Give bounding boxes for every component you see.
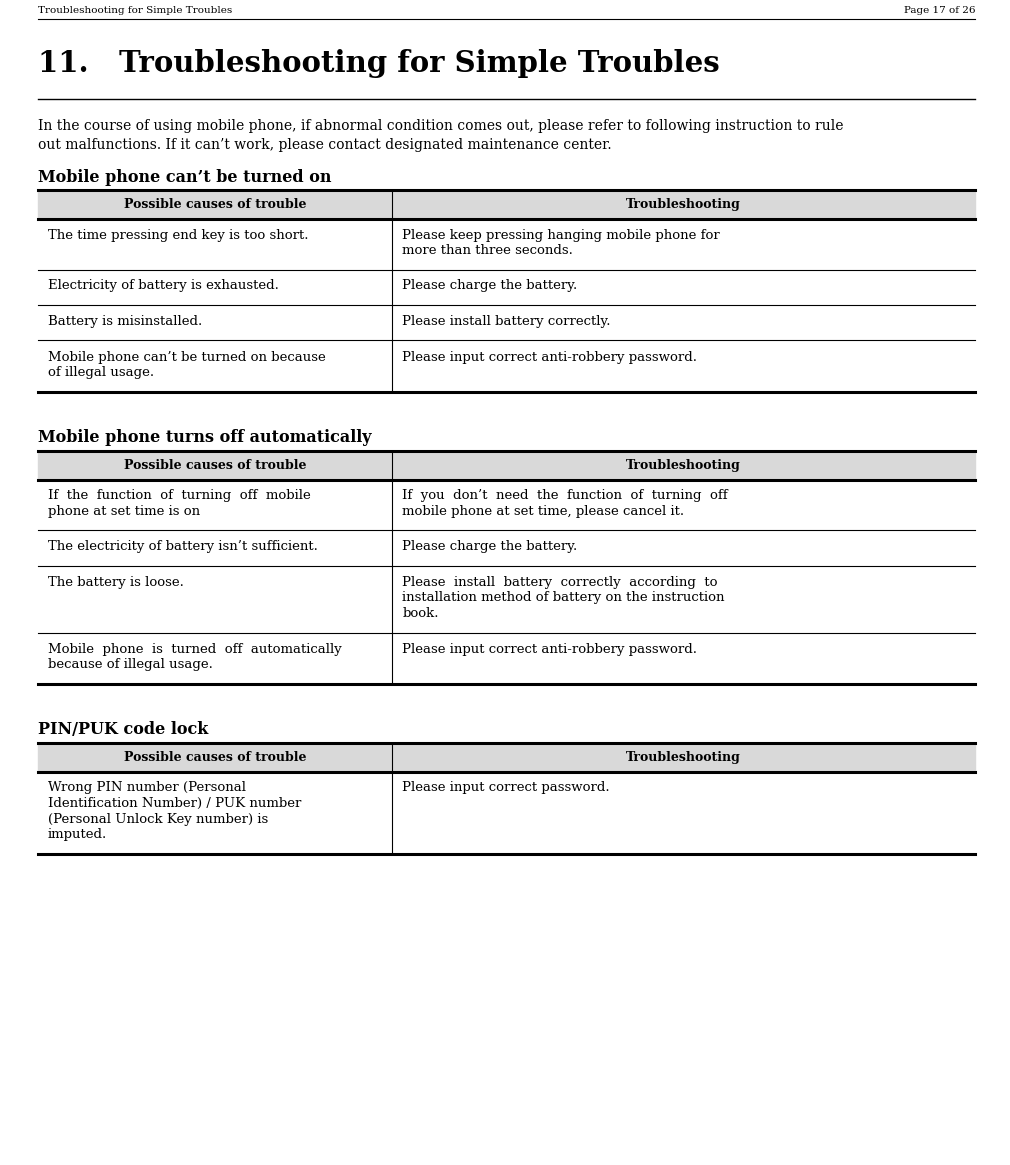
Text: Please  install  battery  correctly  according  to: Please install battery correctly accordi… <box>402 576 718 589</box>
Text: Troubleshooting: Troubleshooting <box>626 198 741 211</box>
Text: Page 17 of 26: Page 17 of 26 <box>904 6 975 15</box>
Text: Electricity of battery is exhausted.: Electricity of battery is exhausted. <box>48 280 279 292</box>
Text: of illegal usage.: of illegal usage. <box>48 366 155 379</box>
Text: In the course of using mobile phone, if abnormal condition comes out, please ref: In the course of using mobile phone, if … <box>38 119 843 133</box>
Bar <box>38 451 975 480</box>
Text: installation method of battery on the instruction: installation method of battery on the in… <box>402 592 725 605</box>
Text: The battery is loose.: The battery is loose. <box>48 576 184 589</box>
Text: Please input correct anti-robbery password.: Please input correct anti-robbery passwo… <box>402 351 697 363</box>
Text: Identification Number) / PUK number: Identification Number) / PUK number <box>48 797 301 810</box>
Text: If  you  don’t  need  the  function  of  turning  off: If you don’t need the function of turnin… <box>402 489 728 502</box>
Text: The time pressing end key is too short.: The time pressing end key is too short. <box>48 228 308 241</box>
Text: Wrong PIN number (Personal: Wrong PIN number (Personal <box>48 782 246 795</box>
Text: Please keep pressing hanging mobile phone for: Please keep pressing hanging mobile phon… <box>402 228 720 241</box>
Text: Troubleshooting for Simple Troubles: Troubleshooting for Simple Troubles <box>38 6 232 15</box>
Text: Possible causes of trouble: Possible causes of trouble <box>124 750 306 764</box>
Text: Mobile phone can’t be turned on because: Mobile phone can’t be turned on because <box>48 351 326 363</box>
Text: Troubleshooting: Troubleshooting <box>626 750 741 764</box>
Text: Please input correct password.: Please input correct password. <box>402 782 610 795</box>
Text: Please charge the battery.: Please charge the battery. <box>402 541 578 553</box>
Text: Mobile phone can’t be turned on: Mobile phone can’t be turned on <box>38 169 331 185</box>
Text: The electricity of battery isn’t sufficient.: The electricity of battery isn’t suffici… <box>48 541 318 553</box>
Text: (Personal Unlock Key number) is: (Personal Unlock Key number) is <box>48 812 269 826</box>
Bar <box>38 190 975 219</box>
Text: book.: book. <box>402 607 438 620</box>
Bar <box>38 743 975 771</box>
Text: Troubleshooting: Troubleshooting <box>626 459 741 472</box>
Text: Please install battery correctly.: Please install battery correctly. <box>402 315 611 329</box>
Text: Battery is misinstalled.: Battery is misinstalled. <box>48 315 202 329</box>
Text: mobile phone at set time, please cancel it.: mobile phone at set time, please cancel … <box>402 504 685 518</box>
Text: Please input correct anti-robbery password.: Please input correct anti-robbery passwo… <box>402 643 697 656</box>
Text: 11.   Troubleshooting for Simple Troubles: 11. Troubleshooting for Simple Troubles <box>38 49 720 78</box>
Text: imputed.: imputed. <box>48 828 107 841</box>
Text: phone at set time is on: phone at set time is on <box>48 504 200 518</box>
Text: Possible causes of trouble: Possible causes of trouble <box>124 459 306 472</box>
Text: If  the  function  of  turning  off  mobile: If the function of turning off mobile <box>48 489 311 502</box>
Text: Mobile phone turns off automatically: Mobile phone turns off automatically <box>38 430 372 446</box>
Text: Possible causes of trouble: Possible causes of trouble <box>124 198 306 211</box>
Text: Mobile  phone  is  turned  off  automatically: Mobile phone is turned off automatically <box>48 643 341 656</box>
Text: PIN/PUK code lock: PIN/PUK code lock <box>38 721 208 739</box>
Text: Please charge the battery.: Please charge the battery. <box>402 280 578 292</box>
Text: out malfunctions. If it can’t work, please contact designated maintenance center: out malfunctions. If it can’t work, plea… <box>38 139 612 153</box>
Text: more than three seconds.: more than three seconds. <box>402 243 573 257</box>
Text: because of illegal usage.: because of illegal usage. <box>48 658 213 671</box>
